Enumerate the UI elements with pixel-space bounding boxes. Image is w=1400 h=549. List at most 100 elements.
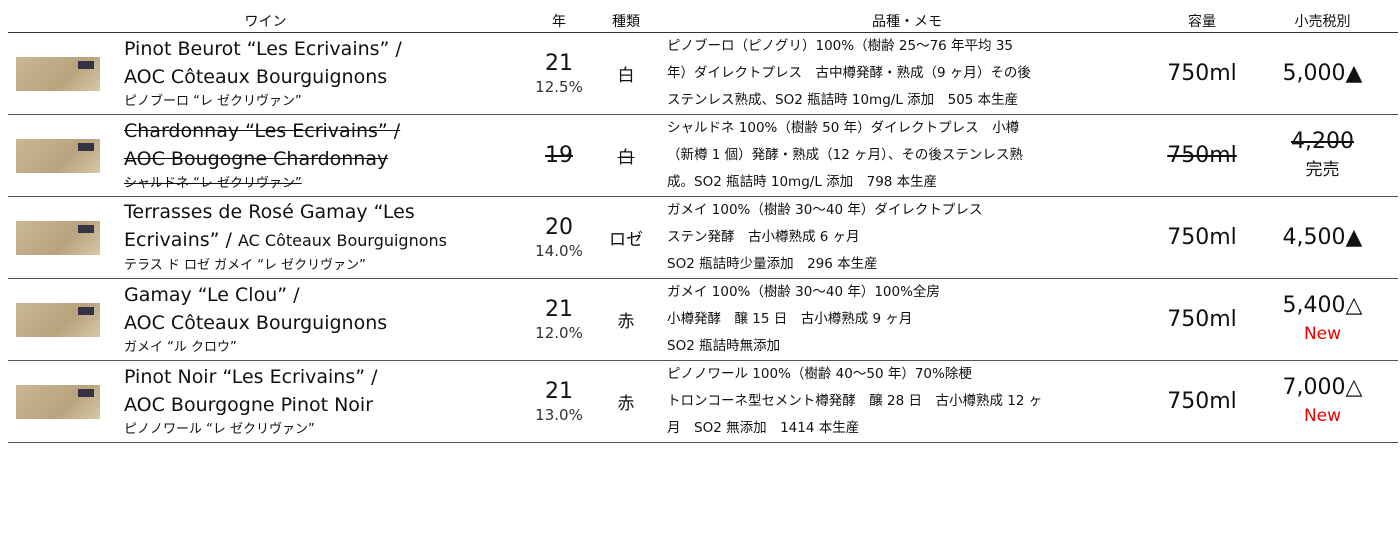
wine-table: ワイン年種類 品種・メモ 容量 小売税別 Pinot Beurot “Les Ecri… — [8, 10, 1398, 443]
header-cell: 品種・メモ — [657, 10, 1157, 33]
memo-line: 月 SO2 無添加 1414 本生産 — [667, 420, 860, 436]
wine-type: 赤 — [595, 278, 657, 361]
memo-line: SO2 瓶詰時無添加 — [667, 338, 781, 354]
memo-line: 成。SO2 瓶詰時 10mg/L 添加 798 本生産 — [667, 174, 938, 190]
volume: 750ml — [1157, 114, 1247, 197]
memo-line: ピノブーロ（ピノグリ）100%（樹齢 25〜76 年平均 35 — [667, 38, 1014, 54]
wine-type: 白 — [595, 114, 657, 197]
header-cell: ワイン — [8, 10, 523, 33]
name-part: Ecrivains” / — [124, 229, 232, 251]
wine-row: Pinot Beurot “Les Ecrivains” / AOC Côteau… — [8, 32, 1398, 115]
name-line: AOC Bourgogne Pinot Noir — [124, 393, 374, 416]
name-line: Ecrivains” / AC Côteaux Bourguignons — [124, 226, 523, 255]
memo-line: ガメイ 100%（樹齢 30〜40 年）ダイレクトプレス — [667, 202, 983, 218]
vintage-cell: 21 12.0% — [523, 278, 595, 361]
price: 5,400△ — [1282, 292, 1363, 318]
name-line: AOC Côteaux Bourguignons — [124, 311, 388, 334]
volume: 750ml — [1157, 196, 1247, 279]
price: 4,500▲ — [1282, 224, 1363, 250]
memo-line: SO2 瓶詰時少量添加 296 本生産 — [667, 256, 878, 272]
vintage: 21 — [545, 50, 573, 76]
header-cell: 年 — [523, 10, 595, 33]
memo-line: ピノノワール 100%（樹齢 40〜50 年）70%除梗 — [667, 366, 972, 382]
wine-name: Chardonnay “Les Ecrivains” / AOC Bougogne… — [118, 114, 523, 197]
price: 4,200 — [1291, 128, 1354, 154]
price-note: 完売 — [1305, 159, 1340, 180]
volume: 750ml — [1157, 278, 1247, 361]
vintage-cell: 20 14.0% — [523, 196, 595, 279]
memo-line: ガメイ 100%（樹齢 30〜40 年）100%全房 — [667, 284, 940, 300]
label-image — [8, 32, 118, 115]
kana-name: ピノブーロ “レ ゼクリヴァン” — [124, 93, 302, 109]
header-cell: 容量 — [1157, 10, 1247, 33]
wine-row: Terrasses de Rosé Gamay “Les Ecrivains” /… — [8, 196, 1398, 279]
price-cell: 5,400△ New — [1247, 278, 1398, 361]
price-cell: 4,500▲ — [1247, 196, 1398, 279]
table-body: Pinot Beurot “Les Ecrivains” / AOC Côteau… — [8, 32, 1398, 443]
label-thumbnail — [16, 138, 100, 173]
name-line: Terrasses de Rosé Gamay “Les — [124, 201, 415, 223]
vintage: 21 — [545, 378, 573, 404]
label-thumbnail — [16, 384, 100, 419]
wine-row: Pinot Noir “Les Ecrivains” / AOC Bourgogn… — [8, 360, 1398, 443]
header-cell: 種類 — [595, 10, 657, 33]
kana-name: ピノノワール “レ ゼクリヴァン” — [124, 421, 315, 437]
kana-name: ガメイ “ル クロウ” — [124, 339, 237, 355]
header-row: ワイン年種類 品種・メモ 容量 小売税別 — [8, 10, 1398, 33]
header-cell: 小売税別 — [1247, 10, 1398, 33]
memo-line: ステン発酵 古小樽熟成 6 ヶ月 — [667, 229, 860, 245]
label-image — [8, 196, 118, 279]
vintage: 20 — [545, 214, 573, 240]
price-note: New — [1303, 405, 1342, 426]
price-cell: 5,000▲ — [1247, 32, 1398, 115]
volume: 750ml — [1157, 360, 1247, 443]
kana-name: シャルドネ “レ ゼクリヴァン” — [124, 175, 302, 191]
label-thumbnail — [16, 302, 100, 337]
memo-line: ステンレス熟成、SO2 瓶詰時 10mg/L 添加 505 本生産 — [667, 92, 1019, 108]
wine-row: Gamay “Le Clou” / AOC Côteaux Bourguignon… — [8, 278, 1398, 361]
label-thumbnail — [16, 220, 100, 255]
memo-line: 小樽発酵 醸 15 日 古小樽熟成 9 ヶ月 — [667, 311, 913, 327]
price-cell: 7,000△ New — [1247, 360, 1398, 443]
memo-line: トロンコーネ型セメント樽発酵 醸 28 日 古小樽熟成 12 ヶ — [667, 393, 1043, 409]
memo: ガメイ 100%（樹齢 30〜40 年）ダイレクトプレス ステン発酵 古小樽熟成 … — [657, 196, 1157, 279]
wine-type: ロゼ — [595, 196, 657, 279]
alcohol: 12.0% — [535, 323, 583, 342]
name-line: Pinot Beurot “Les Ecrivains” / — [124, 37, 402, 60]
memo: ピノブーロ（ピノグリ）100%（樹齢 25〜76 年平均 35 年）ダイレクトプレ… — [657, 32, 1157, 115]
vintage: 21 — [545, 296, 573, 322]
name-line: AOC Bougogne Chardonnay — [124, 147, 389, 170]
kana-name: テラス ド ロゼ ガメイ “レ ゼクリヴァン” — [124, 258, 366, 273]
memo: ピノノワール 100%（樹齢 40〜50 年）70%除梗トロンコーネ型セメント樽… — [657, 360, 1157, 443]
label-image — [8, 278, 118, 361]
memo-line: （新樽 1 個）発酵・熟成（12 ヶ月）、その後ステンレス熟 — [667, 147, 1023, 163]
vintage-cell: 21 12.5% — [523, 32, 595, 115]
alcohol: 13.0% — [535, 405, 583, 424]
wine-name: Gamay “Le Clou” / AOC Côteaux Bourguignon… — [118, 278, 523, 361]
memo: ガメイ 100%（樹齢 30〜40 年）100%全房 小樽発酵 醸 15 日 古小… — [657, 278, 1157, 361]
memo-line: シャルドネ 100%（樹齢 50 年）ダイレクトプレス 小樽 — [667, 120, 1020, 136]
price: 7,000△ — [1282, 374, 1363, 400]
label-image — [8, 360, 118, 443]
volume: 750ml — [1157, 32, 1247, 115]
name-line: AOC Côteaux Bourguignons — [124, 65, 388, 88]
vintage-cell: 21 13.0% — [523, 360, 595, 443]
vintage-cell: 19 — [523, 114, 595, 197]
wine-type: 赤 — [595, 360, 657, 443]
price-cell: 4,200 完売 — [1247, 114, 1398, 197]
memo-line: 年）ダイレクトプレス 古中樽発酵・熟成（9 ヶ月）その後 — [667, 65, 1031, 81]
alcohol: 12.5% — [535, 77, 583, 96]
memo: シャルドネ 100%（樹齢 50 年）ダイレクトプレス 小樽 （新樽 1 個）発酵… — [657, 114, 1157, 197]
label-image — [8, 114, 118, 197]
wine-name: Pinot Beurot “Les Ecrivains” / AOC Côteau… — [118, 32, 523, 115]
label-thumbnail — [16, 56, 100, 91]
wine-row: Chardonnay “Les Ecrivains” / AOC Bougogne… — [8, 114, 1398, 197]
wine-name: Pinot Noir “Les Ecrivains” / AOC Bourgogn… — [118, 360, 523, 443]
price: 5,000▲ — [1282, 60, 1363, 86]
wine-name: Terrasses de Rosé Gamay “Les Ecrivains” /… — [118, 196, 523, 279]
name-part: AC Côteaux Bourguignons — [237, 231, 447, 250]
alcohol: 14.0% — [535, 241, 583, 260]
wine-type: 白 — [595, 32, 657, 115]
name-line: Pinot Noir “Les Ecrivains” / — [124, 365, 378, 388]
